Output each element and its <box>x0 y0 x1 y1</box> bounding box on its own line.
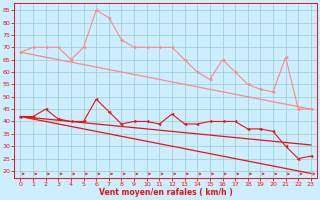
X-axis label: Vent moyen/en rafales ( km/h ): Vent moyen/en rafales ( km/h ) <box>99 188 233 197</box>
